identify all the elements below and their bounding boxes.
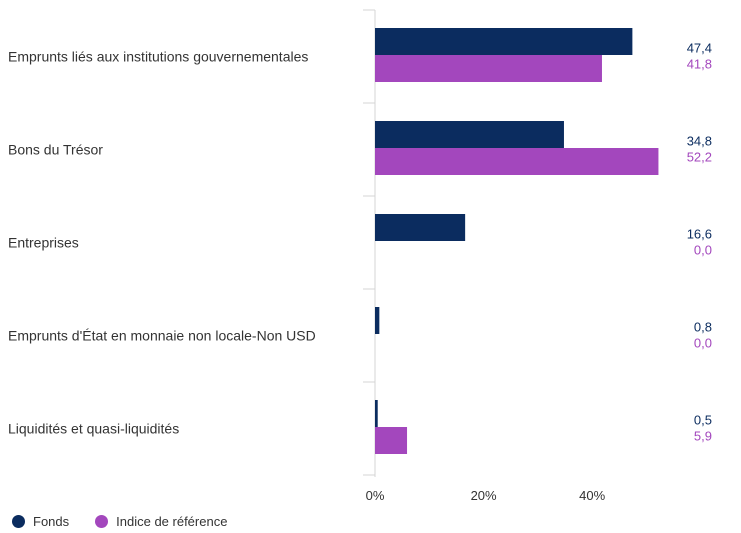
x-tick-label: 20%: [471, 488, 497, 503]
value-label-fonds: 0,5: [694, 413, 712, 428]
legend-swatch-indice: [95, 515, 109, 528]
bar-fonds: [375, 121, 564, 148]
value-label-indice: 0,0: [694, 243, 712, 258]
bar-indice: [375, 427, 408, 454]
value-label-indice: 0,0: [694, 336, 712, 351]
value-label-fonds: 0,8: [694, 320, 712, 335]
bar-fonds: [375, 214, 466, 241]
category-label: Liquidités et quasi-liquidités: [8, 421, 179, 437]
category-label: Entreprises: [8, 235, 79, 251]
x-tick-label: 40%: [579, 488, 605, 503]
x-tick-label: 0%: [366, 488, 385, 503]
value-label-fonds: 16,6: [687, 227, 712, 242]
bar-fonds: [375, 307, 380, 334]
value-label-indice: 41,8: [687, 57, 712, 72]
value-label-fonds: 34,8: [687, 134, 712, 149]
value-label-fonds: 47,4: [687, 41, 712, 56]
bar-indice: [375, 148, 659, 175]
bar-fonds: [375, 400, 378, 427]
category-label: Emprunts liés aux institutions gouvernem…: [8, 49, 308, 65]
value-label-indice: 52,2: [687, 150, 712, 165]
legend-item-indice: Indice de référence: [95, 514, 227, 529]
legend: Fonds Indice de référence: [12, 514, 253, 529]
legend-label-indice: Indice de référence: [116, 514, 228, 529]
value-label-indice: 5,9: [694, 429, 712, 444]
legend-label-fonds: Fonds: [33, 514, 70, 529]
category-label: Bons du Trésor: [8, 142, 103, 158]
bar-indice: [375, 55, 602, 82]
legend-swatch-fonds: [12, 515, 25, 528]
category-label: Emprunts d'État en monnaie non locale-No…: [8, 328, 316, 344]
bar-fonds: [375, 28, 633, 55]
legend-item-fonds: Fonds: [12, 514, 69, 529]
